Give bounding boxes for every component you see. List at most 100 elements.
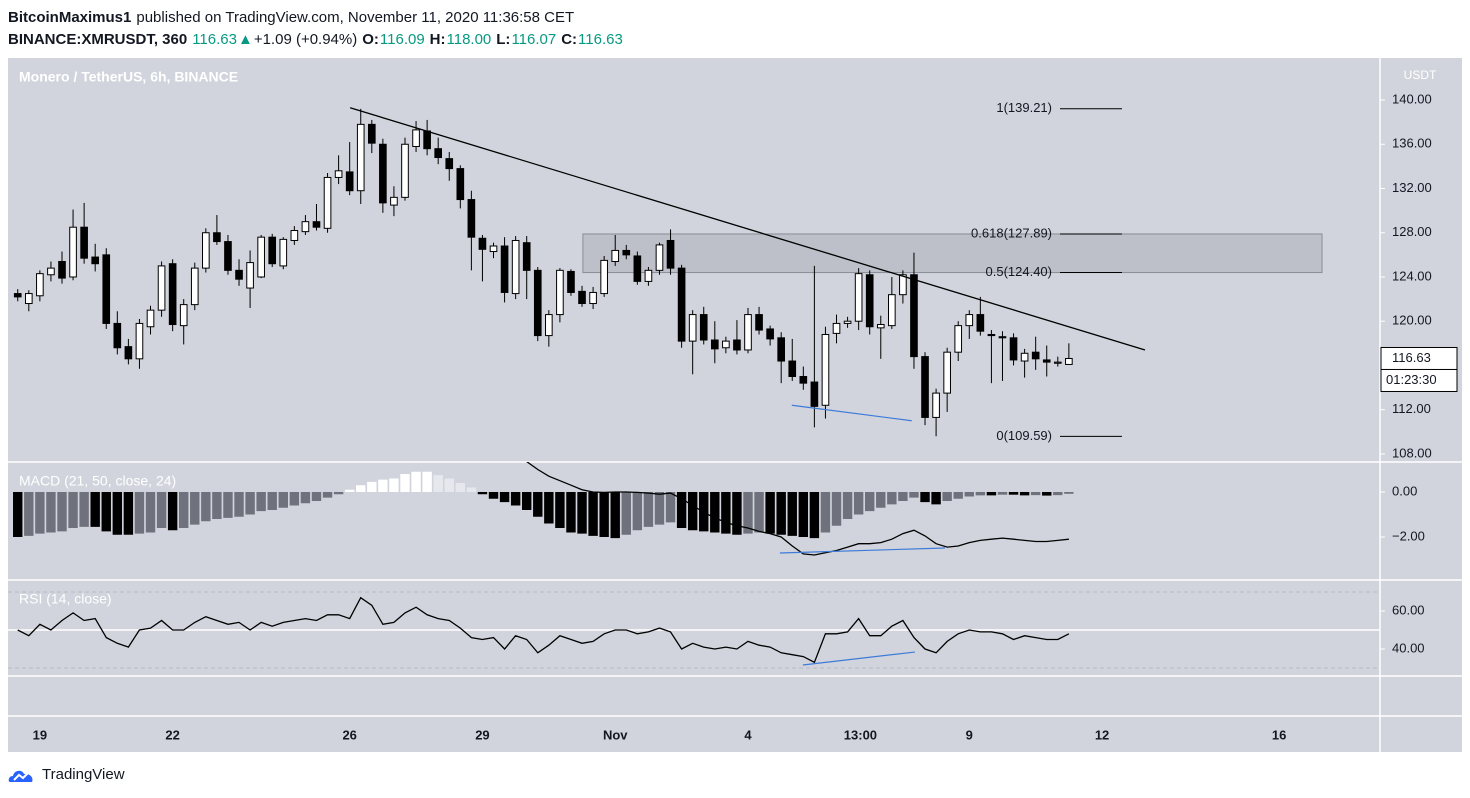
macd-histogram-bar [721, 491, 731, 534]
divergence-line [791, 404, 912, 422]
pane-title: Monero / TetherUS, 6h, BINANCE [19, 69, 238, 85]
macd-histogram-bar [909, 491, 919, 498]
macd-histogram-bar [24, 491, 34, 536]
macd-line [526, 462, 1069, 556]
macd-histogram-bar [632, 491, 643, 531]
candle-body [910, 274, 918, 358]
tradingview-logo[interactable] [8, 770, 33, 782]
symbol: BINANCE:XMRUSDT, 360 [8, 30, 188, 48]
divergence-line [802, 651, 915, 666]
candle-body [921, 356, 929, 418]
candle-body [799, 376, 808, 384]
candle-body [954, 325, 963, 353]
open: 116.09 [379, 30, 425, 48]
candle-body [943, 351, 951, 394]
pane [13, 107, 1323, 437]
macd-histogram-bar [798, 491, 809, 537]
macd-histogram-bar [179, 491, 189, 528]
macd-histogram-bar [488, 491, 499, 499]
macd-histogram-bar [853, 491, 864, 515]
macd-histogram-bar [831, 491, 842, 526]
y-tick-label: 132.00 [1392, 180, 1432, 195]
candle-body [489, 245, 498, 253]
macd-histogram-bar [953, 491, 963, 499]
candle-body [843, 320, 852, 324]
macd-histogram-bar [300, 491, 311, 504]
candle-body [688, 314, 697, 342]
candle-body [666, 239, 675, 269]
candle-body [1031, 351, 1040, 360]
macd-histogram-bar [333, 491, 344, 495]
h-label: H: [429, 30, 446, 48]
macd-histogram-bar [145, 491, 156, 533]
macd-histogram-bar [533, 491, 543, 517]
candle-body [810, 381, 819, 407]
last-price: 116.63 [1392, 350, 1431, 365]
candle-body [677, 267, 686, 342]
macd-histogram-bar [710, 491, 720, 533]
header: BitcoinMaximus1 published on TradingView… [8, 6, 623, 50]
macd-histogram-bar [842, 491, 853, 519]
candle-body [556, 269, 564, 316]
candle-body [102, 254, 111, 324]
macd-histogram-bar [986, 491, 997, 496]
change: +1.09 (+0.94%) [253, 30, 358, 48]
candle-body [290, 230, 299, 241]
candle-body [611, 249, 620, 262]
macd-histogram-bar [654, 491, 665, 525]
macd-histogram-bar [1019, 491, 1030, 496]
candle-body [356, 123, 365, 192]
candle-body [202, 232, 210, 269]
close: 116.63 [578, 30, 623, 48]
macd-histogram-bar [167, 491, 178, 531]
trendline [349, 107, 1146, 351]
macd-histogram-bar [732, 491, 742, 535]
macd-histogram-bar [466, 487, 477, 492]
candle-body [257, 236, 265, 278]
macd-histogram-bar [588, 491, 598, 536]
candle-body [478, 237, 487, 250]
arrow: ▲ [237, 30, 253, 48]
candle-body [1020, 352, 1029, 362]
candle-body [168, 263, 177, 326]
pane [13, 462, 1074, 556]
candle-body [633, 255, 642, 282]
macd-histogram-bar [156, 491, 167, 528]
macd-histogram-bar [676, 491, 687, 528]
macd-histogram-bar [13, 491, 23, 537]
last: 116.63 [192, 30, 237, 48]
macd-histogram-bar [190, 491, 200, 525]
candle-body [268, 236, 277, 265]
candle-body [224, 241, 232, 271]
candle-body [622, 249, 631, 256]
publish-line: BitcoinMaximus1 published on TradingView… [8, 6, 623, 28]
candle-body [80, 226, 88, 259]
l-label: L: [496, 30, 511, 48]
axis-unit: USDT [1404, 68, 1437, 82]
candle-body [246, 262, 254, 289]
candle-body [412, 129, 420, 147]
macd-histogram-bar [610, 491, 620, 539]
pane [8, 591, 1380, 669]
macd-histogram-bar [1053, 491, 1063, 496]
macd-histogram-bar [311, 491, 322, 501]
macd-histogram-bar [422, 471, 432, 492]
candle-body [323, 176, 332, 229]
macd-histogram-bar [975, 491, 986, 496]
macd-histogram-bar [687, 491, 698, 531]
x-tick-label: 22 [165, 727, 179, 742]
candle-body [511, 239, 520, 295]
macd-histogram-bar [245, 491, 255, 515]
y-tick-label: 124.00 [1392, 268, 1432, 283]
macd-histogram-bar [743, 491, 753, 534]
macd-histogram-bar [865, 491, 875, 512]
y-tick-label: 128.00 [1392, 224, 1432, 239]
macd-histogram-bar [367, 481, 377, 492]
macd-histogram-bar [621, 491, 631, 535]
macd-histogram-bar [510, 491, 521, 506]
publisher[interactable]: BitcoinMaximus1 [8, 8, 132, 26]
candle-body [58, 260, 66, 279]
chart-background [8, 58, 1462, 752]
candle-body [865, 274, 874, 328]
candle-body [279, 238, 288, 267]
